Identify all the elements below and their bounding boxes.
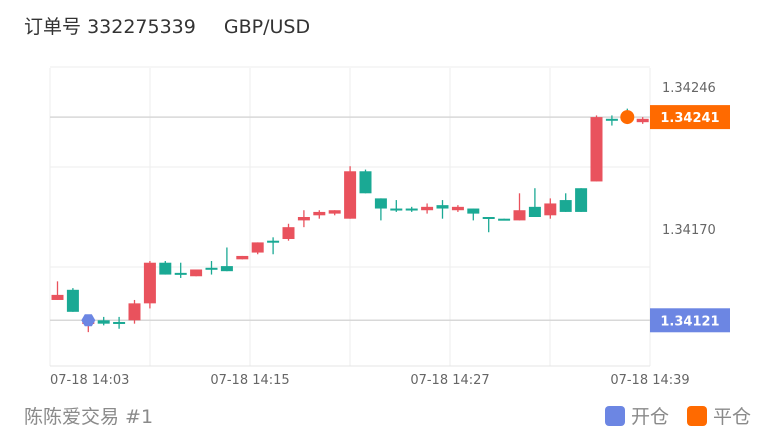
candle-body [205,267,218,270]
open-price-tag-value: 1.34121 [660,314,719,329]
open-price-tag-box [650,308,730,333]
candle[interactable] [467,208,480,221]
candle-body [467,208,480,214]
candle-body [267,240,280,243]
candle-body [282,227,295,240]
candle-body [51,294,64,300]
candle-body [513,210,526,221]
candle[interactable] [451,205,464,212]
x-tick-label: 07-18 14:03 [50,373,129,388]
legend-open-position[interactable]: 开仓 [604,402,669,429]
currency-pair: GBP/USD [223,16,311,38]
candlestick-chart[interactable]: 1.34246 1.34170 1.34241 1.34121 07-18 14:03 0… [0,0,775,400]
chart-header: 订单号 332275339 GBP/USD [24,12,310,39]
x-tick-label: 07-18 14:39 [610,373,689,388]
candle[interactable] [66,288,79,312]
candle-body [575,188,588,212]
candle[interactable] [236,255,249,260]
candle-body [528,206,541,217]
candle[interactable] [559,193,572,212]
candle-body [113,321,126,324]
candle[interactable] [605,115,618,126]
close-price-tag-value: 1.34241 [660,111,719,126]
close-position-marker [620,110,635,125]
candle[interactable] [282,223,295,241]
legend-close-position[interactable]: 平仓 [686,402,751,429]
candle-body [251,242,264,253]
candle[interactable] [251,242,264,255]
close-position-swatch [686,405,707,426]
candle[interactable] [482,217,495,233]
candle[interactable] [143,261,156,309]
candle-body [220,266,233,272]
candle[interactable] [575,188,588,212]
y-tick-label: 1.34246 [662,81,716,96]
legend-close-label: 平仓 [712,406,751,428]
candle[interactable] [205,261,218,275]
candle-body [236,255,249,260]
candle-body [498,218,511,221]
candle-body [159,262,172,275]
candle[interactable] [128,299,141,324]
candle[interactable] [513,193,526,221]
candle[interactable] [590,115,603,182]
candle-body [482,217,495,219]
candle[interactable] [113,316,126,329]
candle-body [544,203,557,216]
candle[interactable] [174,262,187,278]
candle[interactable] [636,117,649,124]
close-price-tag-box [650,105,730,130]
candle-body [143,262,156,304]
candle[interactable] [313,210,326,219]
x-tick-label: 07-18 14:15 [210,373,289,388]
candle-body [451,206,464,211]
candle[interactable] [390,200,403,212]
candle[interactable] [297,210,310,228]
x-tick-label: 07-18 14:27 [410,373,489,388]
candle[interactable] [359,169,372,194]
chart-legend: 开仓 平仓 [604,402,751,429]
candle-body [559,200,572,212]
candle-body [128,303,141,321]
open-position-marker [81,314,96,327]
candle[interactable] [267,237,280,255]
candle[interactable] [97,316,110,326]
candle[interactable] [421,203,434,214]
order-number: 332275339 [87,16,196,38]
candle-body [359,171,372,194]
candle-body [374,198,387,209]
account-name: 陈陈爱交易 #1 [24,406,154,428]
candle-body [328,210,341,214]
candle[interactable] [436,200,449,219]
candle-body [390,208,403,211]
candle-body [436,205,449,209]
candle-body [174,272,187,275]
candle[interactable] [374,198,387,221]
candle[interactable] [159,261,172,275]
candle-body [97,320,110,324]
candle-body [297,217,310,221]
candle[interactable] [220,247,233,272]
candle-body [190,269,203,277]
order-label: 订单号 [24,16,82,38]
open-position-swatch [604,405,625,426]
candle-body [313,211,326,216]
candle[interactable] [498,218,511,221]
y-tick-label: 1.34170 [662,223,716,238]
candle[interactable] [405,206,418,212]
candle[interactable] [544,198,557,219]
candle[interactable] [190,269,203,277]
candle-body [636,118,649,123]
candle-body [590,117,603,182]
candle[interactable] [51,281,64,300]
candle-body [421,206,434,211]
candle-body [605,118,618,121]
candle[interactable] [344,166,357,219]
legend-open-label: 开仓 [630,406,669,428]
candle-body [405,208,418,211]
candle[interactable] [528,188,541,217]
candle-body [66,289,79,312]
candle-body [344,171,357,219]
candle[interactable] [328,210,341,216]
